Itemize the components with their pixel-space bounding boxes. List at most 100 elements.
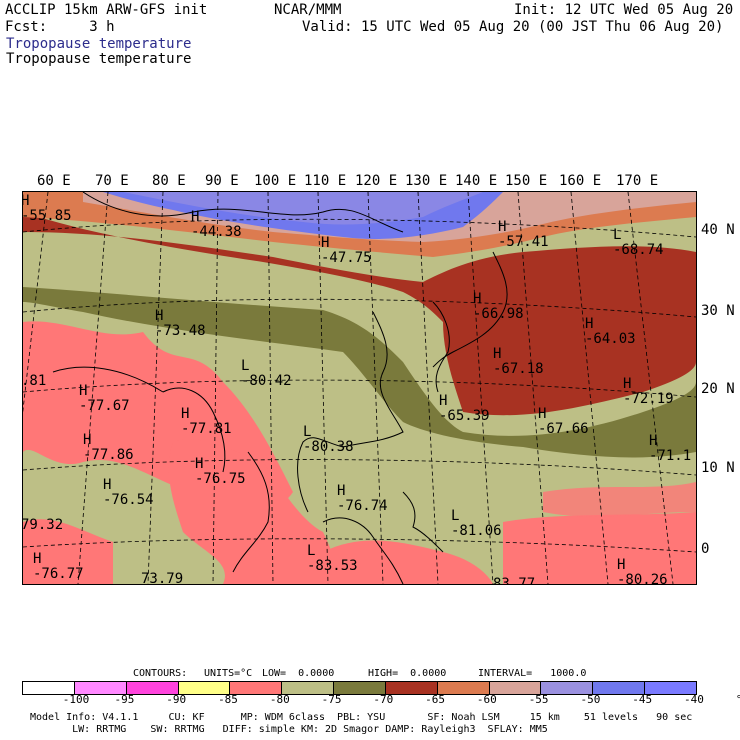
extremum-value: -80.38 — [303, 439, 354, 455]
extremum-type: L — [307, 543, 316, 559]
map-extremum-label: L -68.74 — [613, 228, 664, 258]
contours-label: CONTOURS: — [133, 668, 188, 679]
model-info-line-1: Model Info: V4.1.1 CU: KF MP: WDM 6class… — [30, 712, 693, 723]
tropopause-temperature-map: H -55.85 H -44.38 H -47.75 H -57.41 L -6… — [22, 191, 697, 585]
institution-label: NCAR/MMM — [274, 2, 342, 18]
extremum-value: -44.38 — [191, 224, 242, 240]
color-scale-tick-label: -50 — [580, 693, 601, 706]
shading-minus65-band — [23, 212, 696, 416]
extremum-type: L — [613, 227, 622, 243]
india-north-border — [52, 366, 164, 393]
extremum-value: -64.03 — [585, 331, 636, 347]
shading-minus70-band — [23, 287, 696, 458]
run-title: ACCLIP 15km ARW-GFS init — [5, 2, 208, 18]
field-title-contour: Tropopause temperature — [6, 51, 192, 67]
meridian — [570, 192, 609, 584]
extremum-value: -65.39 — [439, 408, 490, 424]
lon-label: 150 E — [505, 173, 548, 189]
map-extremum-label: H -73.48 — [155, 309, 206, 339]
contours-interval: INTERVAL= 1000.0 — [478, 668, 587, 679]
extremum-value: -76.75 — [195, 471, 246, 487]
extremum-value: -76.54 — [103, 492, 154, 508]
meridian — [367, 192, 384, 584]
extremum-value: -72.19 — [623, 391, 674, 407]
extremum-type: H — [585, 316, 594, 332]
extremum-value: -55.85 — [22, 208, 72, 224]
color-scale-tick-label: -55 — [528, 693, 549, 706]
color-scale-tick-label: -90 — [166, 693, 187, 706]
map-extremum-label: H -66.98 — [473, 292, 524, 322]
extremum-value: -76.77 — [33, 566, 84, 582]
extremum-value: -81.06 — [451, 523, 502, 539]
color-scale-swatch — [437, 682, 490, 694]
extremum-type: L — [451, 508, 460, 524]
map-extremum-label: L -81.06 — [451, 509, 502, 539]
edge-fragment-label: .81 — [22, 373, 47, 389]
extremum-value: -80.42 — [241, 373, 292, 389]
extremum-value: -77.81 — [181, 421, 232, 437]
meridian — [517, 192, 549, 584]
parallel-10N — [23, 459, 696, 476]
lon-label: 100 E — [254, 173, 297, 189]
extremum-value: -68.74 — [613, 242, 664, 258]
meridian — [627, 192, 674, 584]
map-extremum-label: H -76.75 — [195, 457, 246, 487]
color-scale-swatch — [593, 682, 646, 694]
meridian — [267, 192, 274, 584]
color-scale-tick-label: -60 — [476, 693, 497, 706]
lon-label: 70 E — [95, 173, 129, 189]
lon-label: 160 E — [559, 173, 602, 189]
map-extremum-label: H -72.19 — [623, 377, 674, 407]
map-extremum-label: H -77.81 — [181, 407, 232, 437]
color-scale-swatch — [334, 682, 386, 694]
field-title-shaded: Tropopause temperature — [6, 36, 192, 52]
extremum-value: -71.1 — [649, 448, 692, 464]
lon-label: 80 E — [152, 173, 186, 189]
edge-fragment-label: 83.77 — [493, 576, 536, 585]
extremum-value: -67.18 — [493, 361, 544, 377]
extremum-type: H — [493, 346, 502, 362]
map-extremum-label: H -76.74 — [337, 484, 388, 514]
indochina-coast — [232, 451, 270, 573]
extremum-value: -73.48 — [155, 323, 206, 339]
extremum-type: H — [103, 477, 112, 493]
color-scale-bar — [22, 681, 697, 695]
color-scale-swatch — [541, 682, 594, 694]
extremum-value: -76.74 — [337, 498, 388, 514]
meridian — [467, 192, 494, 584]
color-scale-tick-label: -100 — [62, 693, 90, 706]
extremum-type: H — [439, 393, 448, 409]
extremum-type: H — [33, 551, 42, 567]
lon-label: 140 E — [455, 173, 498, 189]
map-extremum-label: H -76.54 — [103, 478, 154, 508]
color-scale-tick-label: -65 — [425, 693, 446, 706]
extremum-type: H — [473, 291, 482, 307]
extremum-value: -83.53 — [307, 558, 358, 574]
meridian — [23, 192, 49, 414]
color-scale-tick-label: -85 — [218, 693, 238, 706]
parallel-40N — [23, 218, 696, 238]
map-extremum-label: L -80.38 — [303, 425, 354, 455]
lat-label: 40 N — [701, 222, 735, 238]
color-scale-tick-label: -70 — [373, 693, 394, 706]
parallel-20N — [23, 379, 696, 398]
map-extremum-label: H -71.1 — [649, 434, 691, 464]
color-scale-swatch — [74, 682, 127, 694]
color-scale-swatch — [489, 682, 542, 694]
shading-minus80-band-sw — [23, 519, 113, 584]
map-extremum-label: H -65.39 — [439, 394, 490, 424]
lon-label: 130 E — [405, 173, 448, 189]
map-extremum-label: H -76.77 — [33, 552, 84, 582]
meridian — [212, 192, 219, 584]
extremum-value: -77.86 — [83, 447, 134, 463]
contours-units: UNITS=°C — [204, 668, 253, 679]
shading-minus80-band-south — [323, 540, 493, 584]
shading-minus80-band-e — [543, 482, 696, 517]
parallel-30N — [23, 298, 696, 318]
edge-fragment-label: 73.79 — [141, 571, 184, 585]
extremum-type: H — [623, 376, 632, 392]
color-scale-tick-label: -95 — [114, 693, 135, 706]
extremum-type: H — [181, 406, 190, 422]
color-scale-tick-label: -75 — [321, 693, 342, 706]
parallel-0 — [23, 538, 696, 553]
